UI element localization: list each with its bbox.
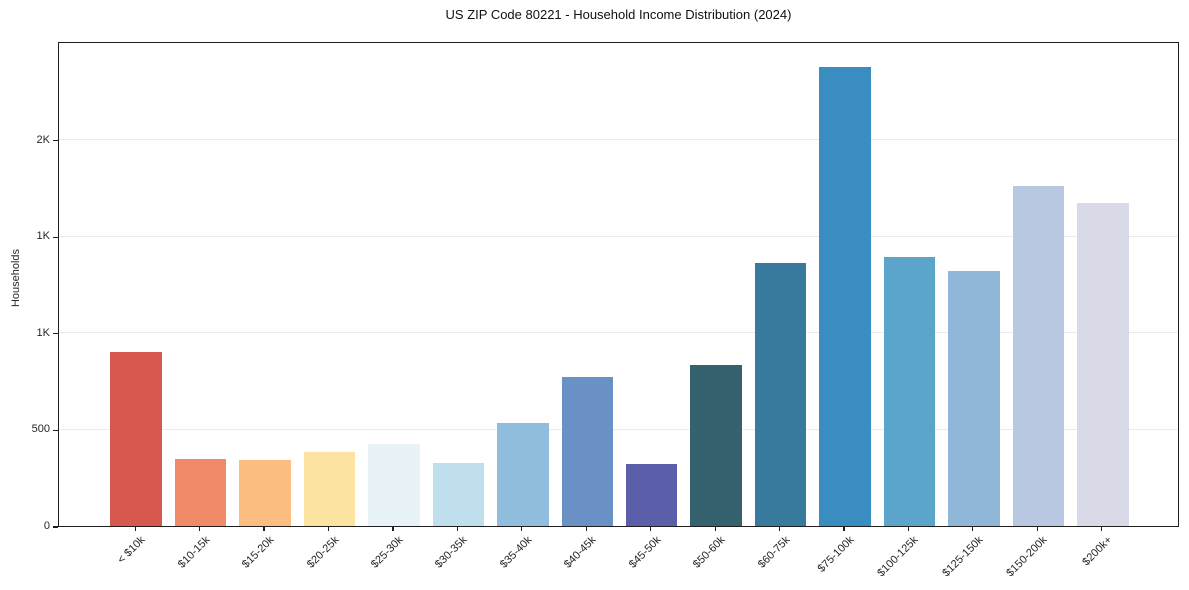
bar [819, 67, 871, 526]
gridline [59, 139, 1178, 141]
y-tick-mark [53, 139, 58, 142]
bar [948, 270, 1000, 526]
bar [625, 464, 678, 526]
x-tick-mark [521, 527, 523, 531]
y-tick-label: 1K [36, 230, 50, 243]
bar [174, 459, 227, 526]
bar [432, 463, 485, 526]
bar [497, 422, 549, 526]
gridline [59, 428, 1178, 430]
x-tick-mark [714, 527, 716, 531]
y-tick-label: 500 [31, 423, 50, 436]
y-tick-mark [53, 429, 58, 431]
y-tick-mark [53, 526, 58, 528]
x-tick-label: < $10k [115, 534, 148, 567]
y-tick-mark [53, 333, 58, 335]
y-tick-label: 0 [43, 520, 50, 532]
y-axis-label: Households [10, 248, 22, 308]
x-tick-mark [327, 527, 330, 531]
plot-area [58, 42, 1179, 527]
x-tick-mark [1101, 527, 1103, 531]
bar [1077, 203, 1129, 526]
x-tick-mark [392, 527, 394, 531]
x-tick-mark [778, 527, 781, 531]
x-tick-mark [650, 527, 652, 531]
bar [1012, 185, 1065, 526]
x-tick-mark [263, 527, 265, 531]
bar [303, 451, 356, 526]
x-tick-mark [1036, 527, 1038, 531]
x-tick-mark [199, 527, 201, 531]
x-tick-mark [134, 527, 136, 531]
x-tick-mark [585, 527, 587, 531]
bar [110, 352, 162, 526]
bar [561, 377, 614, 526]
x-tick-mark [456, 527, 458, 531]
chart-title: US ZIP Code 80221 - Household Income Dis… [445, 7, 792, 22]
x-tick-mark [843, 527, 845, 531]
bar [883, 257, 936, 526]
bar [368, 443, 420, 526]
y-tick-label: 1K [36, 326, 50, 339]
y-tick-mark [53, 236, 58, 238]
y-tick-label: 2K [36, 133, 50, 146]
x-tick-mark [907, 527, 910, 531]
x-tick-mark [972, 527, 974, 531]
bar [239, 460, 291, 526]
gridline [59, 235, 1178, 237]
gridline [59, 332, 1178, 334]
bar [690, 364, 742, 526]
bar [754, 263, 807, 526]
